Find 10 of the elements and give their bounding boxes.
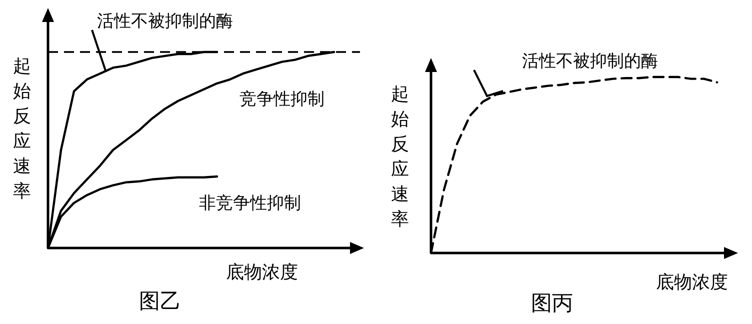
series-label: 活性不被抑制的酶 bbox=[522, 52, 658, 72]
text: 图丙 bbox=[531, 291, 573, 315]
series-label: 竞争性抑制 bbox=[240, 90, 324, 110]
text: 图乙 bbox=[139, 289, 181, 313]
x-axis-title: 底物浓度 bbox=[226, 262, 298, 283]
series-label: 活性不被抑制的酶 bbox=[97, 12, 233, 32]
series-label: 非竞争性抑制 bbox=[199, 194, 301, 214]
y-axis-title: 起始反应速率 bbox=[13, 56, 31, 202]
x-axis-title: 底物浓度 bbox=[656, 272, 728, 293]
y-axis-title: 起始反应速率 bbox=[391, 84, 409, 230]
